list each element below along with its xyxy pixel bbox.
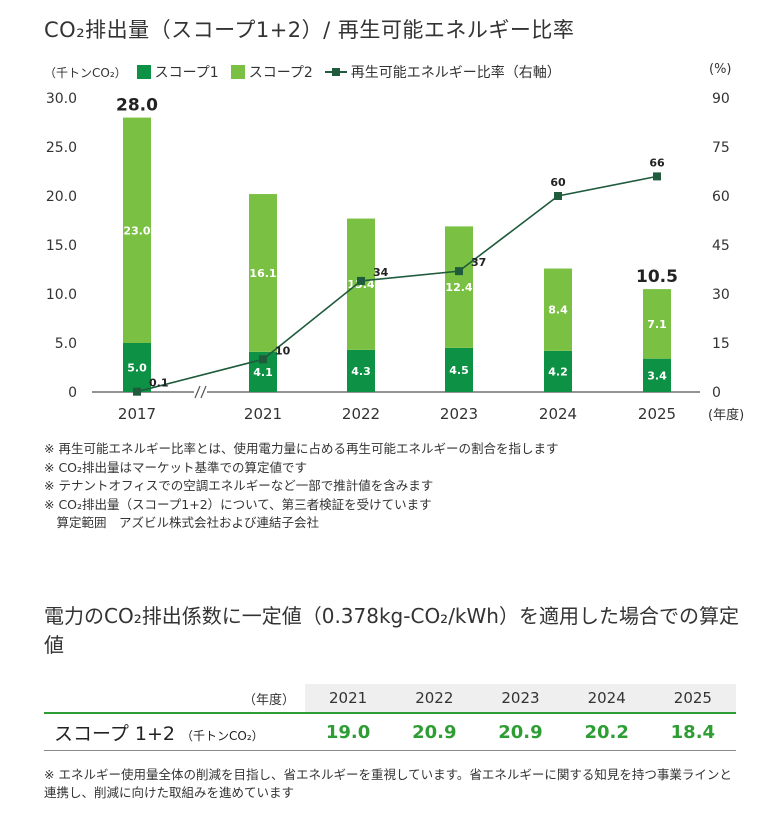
renewable-ratio-label: 10 xyxy=(275,344,291,357)
table-cell: 18.4 xyxy=(649,712,736,751)
left-axis-unit: （千トンCO₂） xyxy=(44,65,127,80)
y-tick-label: 30.0 xyxy=(46,91,77,107)
table-row: スコープ 1+2 （千トンCO₂） 19.0 20.9 20.9 20.2 18.… xyxy=(44,712,736,751)
renewable-ratio-label: 66 xyxy=(649,156,665,169)
note-line: ※ CO₂排出量（スコープ1+2）について、第三者検証を受けています xyxy=(44,496,432,512)
bar-scope1 xyxy=(445,347,473,392)
x-tick-label: 2025 xyxy=(638,405,676,423)
table-year: 2025 xyxy=(649,684,736,713)
table-title: 電力のCO₂排出係数に一定値（0.378kg-CO₂/kWh）を適用した場合での… xyxy=(44,604,739,657)
legend-item-scope2: スコープ2 xyxy=(230,62,313,82)
bar-label-scope1: 3.4 xyxy=(647,369,667,382)
x-tick-label: 2022 xyxy=(342,405,380,423)
bar-scope1 xyxy=(123,343,151,392)
renewable-ratio-line xyxy=(136,175,658,393)
renewable-ratio-label: 34 xyxy=(373,266,389,279)
renewable-ratio-point xyxy=(554,192,562,200)
legend-swatch-scope1 xyxy=(136,65,151,79)
chart-notes: ※ 再生可能エネルギー比率とは、使用電力量に占める再生可能エネルギーの割合を指し… xyxy=(44,440,558,533)
renewable-ratio-label: 0.1 xyxy=(149,377,169,390)
x-tick-label: 2021 xyxy=(244,405,282,423)
bar-scope2 xyxy=(544,268,572,351)
renewable-ratio-point xyxy=(133,387,141,396)
bar-label-scope2: 23.0 xyxy=(123,224,150,237)
table-cell: 20.9 xyxy=(477,712,564,751)
table-year-header: （年度） xyxy=(44,684,305,713)
y2-tick-label: 0 xyxy=(712,385,721,401)
renewable-ratio-label: 60 xyxy=(550,176,566,189)
legend-label-scope1: スコープ1 xyxy=(154,65,219,81)
y-tick-label: 15.0 xyxy=(46,238,77,254)
x-tick-label: 2023 xyxy=(440,405,478,423)
bar-label-scope2: 12.4 xyxy=(445,281,472,294)
y-tick-label: 5.0 xyxy=(55,336,77,352)
legend-item-scope1: スコープ1 xyxy=(136,62,219,82)
bar-scope2 xyxy=(123,117,151,343)
emission-table: （年度） 2021 2022 2023 2024 2025 スコープ 1+2 （千… xyxy=(44,684,736,751)
bar-total-label: 28.0 xyxy=(116,96,158,116)
table-year: 2022 xyxy=(391,684,478,713)
x-tick-label: 2017 xyxy=(118,405,156,423)
row-label-text: スコープ 1+2 xyxy=(54,722,175,745)
bar-label-scope1: 4.3 xyxy=(351,365,371,378)
footnote: ※ エネルギー使用量全体の削減を目指し、省エネルギーを重視しています。省エネルギ… xyxy=(44,767,732,800)
legend-swatch-line xyxy=(324,65,347,79)
bar-label-scope2: 8.4 xyxy=(548,304,568,317)
legend-label-scope2: スコープ2 xyxy=(248,65,313,81)
bar-scope1 xyxy=(544,350,572,392)
y-tick-label: 0 xyxy=(68,385,77,401)
bar-scope2 xyxy=(445,226,473,348)
table-cell: 20.2 xyxy=(563,712,650,751)
y-tick-label: 10.0 xyxy=(46,287,77,303)
note-line: ※ 再生可能エネルギー比率とは、使用電力量に占める再生可能エネルギーの割合を指し… xyxy=(44,441,559,456)
y-tick-label: 25.0 xyxy=(46,140,77,156)
legend-swatch-scope2 xyxy=(230,65,245,79)
renewable-ratio-point xyxy=(357,276,365,285)
y-tick-label: 20.0 xyxy=(46,189,77,205)
table-year: 2024 xyxy=(563,684,650,713)
row-unit: （千トンCO₂） xyxy=(181,728,264,743)
table-cell: 19.0 xyxy=(305,712,392,751)
table-row-label: スコープ 1+2 （千トンCO₂） xyxy=(44,712,305,751)
chart-title: CO₂排出量（スコープ1+2）/ 再生可能エネルギー比率 xyxy=(44,18,575,42)
note-line: ※ CO₂排出量はマーケット基準での算定値です xyxy=(44,459,308,475)
note-line: 算定範囲 アズビル株式会社および連結子会社 xyxy=(44,515,320,530)
bar-total-label: 10.5 xyxy=(636,267,678,287)
legend-label-line: 再生可能エネルギー比率（右軸） xyxy=(350,65,561,81)
table-year: 2021 xyxy=(305,684,392,713)
emissions-chart: 0 5.0 10.0 15.0 20.0 25.0 30.0 0 15 30 45 60 75 90 5.0… xyxy=(46,91,744,423)
chart-legend: （千トンCO₂） スコープ1 スコープ2 再生可能エネルギー比率（右軸） xyxy=(44,62,573,82)
bar-label-scope1: 4.5 xyxy=(449,364,469,377)
y2-tick-label: 15 xyxy=(712,336,730,352)
table-year: 2023 xyxy=(477,684,564,713)
bar-label-scope1: 4.1 xyxy=(253,366,273,379)
x-tick-label: 2024 xyxy=(539,405,577,423)
right-axis-unit: (%) xyxy=(709,62,732,77)
note-line: ※ テナントオフィスでの空調エネルギーなど一部で推計値を含みます xyxy=(44,478,434,493)
bar-scope1 xyxy=(643,358,671,392)
renewable-ratio-point xyxy=(653,172,661,181)
table-cell: 20.9 xyxy=(391,712,478,751)
bar-scope1 xyxy=(347,349,375,392)
legend-item-line: 再生可能エネルギー比率（右軸） xyxy=(324,62,561,82)
renewable-ratio-label: 37 xyxy=(471,256,486,269)
y2-tick-label: 30 xyxy=(712,287,730,303)
table-header-row: （年度） 2021 2022 2023 2024 2025 xyxy=(44,684,736,713)
x-axis-label: (年度) xyxy=(708,407,744,423)
bar-label-scope2: 7.1 xyxy=(647,318,667,331)
y2-tick-label: 45 xyxy=(712,238,730,254)
y2-tick-label: 60 xyxy=(712,189,730,205)
renewable-ratio-point xyxy=(259,355,267,364)
bar-label-scope1: 4.2 xyxy=(548,365,568,378)
bar-label-scope2: 16.1 xyxy=(249,267,276,280)
bar-label-scope1: 5.0 xyxy=(127,362,147,375)
bar-scope2 xyxy=(643,289,671,359)
bar-scope2 xyxy=(249,194,277,352)
renewable-ratio-point xyxy=(455,267,463,276)
y2-tick-label: 90 xyxy=(712,91,730,107)
axis-break-mark xyxy=(194,385,207,399)
y2-tick-label: 75 xyxy=(712,140,730,156)
